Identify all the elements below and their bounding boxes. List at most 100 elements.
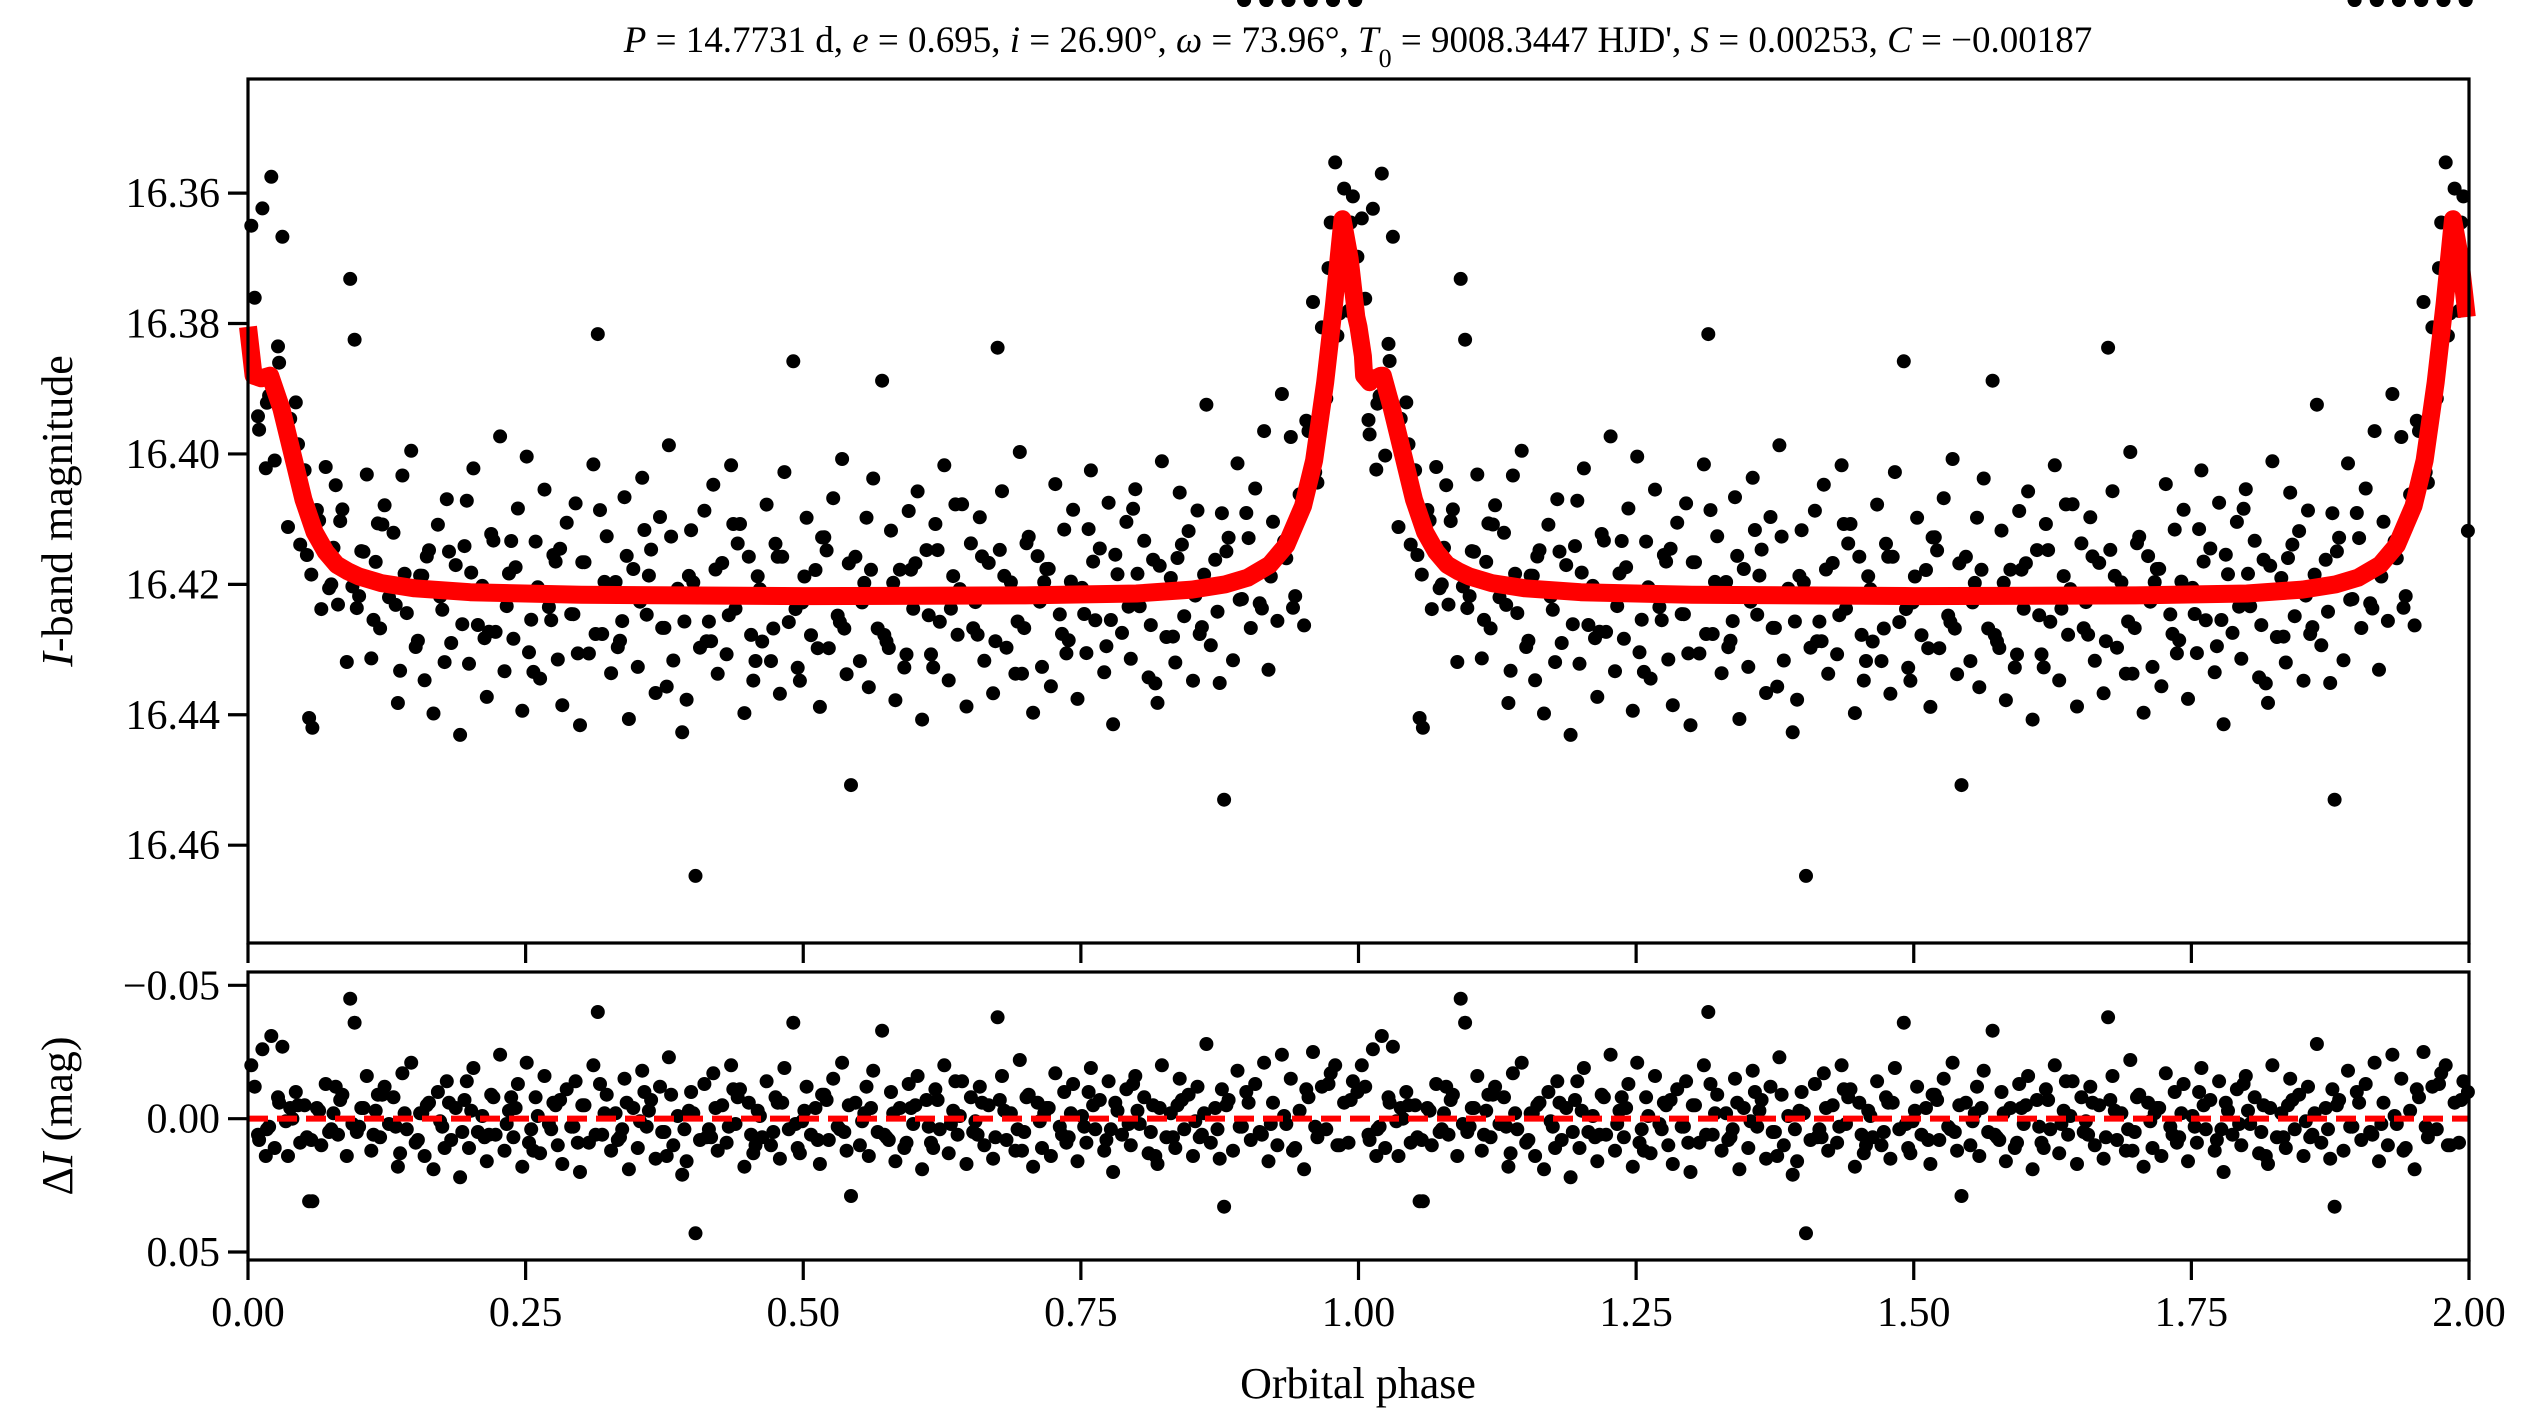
observed-point: [2376, 514, 2391, 529]
x-axis-label: Orbital phase: [1240, 1359, 1476, 1408]
observed-point: [1479, 554, 1494, 569]
observed-point: [281, 520, 295, 534]
residual-point: [1634, 1122, 1649, 1137]
residual-point: [1696, 1058, 1711, 1073]
observed-point: [1881, 549, 1896, 564]
observed-point: [2147, 575, 2162, 590]
residual-point: [1168, 1141, 1183, 1155]
observed-point: [318, 460, 333, 474]
observed-point: [395, 468, 410, 483]
observed-point: [2007, 660, 2022, 675]
residual-point: [1310, 1130, 1325, 1145]
residual-point: [724, 1058, 739, 1073]
observed-point: [2085, 549, 2100, 564]
observed-point: [314, 602, 329, 617]
residual-point: [1685, 1098, 1700, 1113]
observed-point: [1950, 667, 1965, 682]
residual-point: [2194, 1061, 2209, 1075]
observed-point: [1035, 659, 1049, 674]
residual-point: [2418, 1119, 2433, 1134]
residual-point: [2276, 1130, 2291, 1145]
residual-point: [486, 1090, 501, 1105]
residual-point: [1565, 1125, 1580, 1139]
observed-point: [970, 627, 985, 642]
observed-point: [2165, 626, 2180, 641]
observed-point: [888, 693, 903, 708]
observed-point: [1821, 666, 1836, 681]
observed-point: [750, 569, 765, 584]
residual-point: [1026, 1159, 1041, 1174]
residual-point: [1499, 1119, 1514, 1134]
residual-point: [2196, 1098, 2211, 1113]
residual-point: [659, 1149, 674, 1163]
observed-point: [641, 568, 656, 583]
observed-point: [1732, 712, 1747, 726]
observed-point: [1181, 524, 1196, 539]
observed-point: [2141, 549, 2156, 564]
observed-point: [644, 542, 659, 557]
residual-point: [1369, 1149, 1384, 1163]
observed-point: [1092, 541, 1107, 556]
observed-point: [2101, 340, 2116, 355]
residual-point: [2209, 1133, 2224, 1147]
observed-point: [1987, 628, 2002, 642]
residual-point: [1774, 1087, 1789, 1102]
residual-point: [839, 1143, 854, 1158]
residual-point: [2010, 1135, 2024, 1150]
residual-point: [2369, 0, 2384, 7]
observed-point: [1861, 569, 1876, 584]
observed-point: [1106, 717, 1121, 732]
observed-point: [1699, 627, 1714, 641]
observed-point: [347, 332, 362, 347]
observed-point: [1550, 492, 1565, 507]
observed-point: [1670, 515, 1685, 530]
observed-point: [1043, 679, 1058, 694]
residual-point: [1108, 1095, 1123, 1110]
observed-point: [1559, 558, 1574, 573]
residual-point: [2414, 0, 2429, 7]
residual-point: [2349, 1085, 2364, 1099]
observed-point: [573, 718, 587, 733]
residual-point: [568, 1074, 583, 1089]
observed-point: [1439, 478, 1454, 493]
observed-point: [741, 549, 756, 564]
residual-point: [2058, 1074, 2073, 1089]
residual-point: [1596, 1090, 1611, 1105]
observed-point: [697, 503, 712, 518]
observed-point: [1747, 523, 1762, 537]
observed-point: [1365, 201, 1380, 216]
observed-point: [252, 422, 267, 437]
residual-point: [1450, 1149, 1465, 1163]
residual-point: [508, 1101, 523, 1115]
residual-point: [247, 1079, 262, 1094]
observed-point: [2012, 504, 2027, 518]
observed-point: [1248, 481, 1263, 496]
residual-point: [2407, 1162, 2422, 1177]
residual-point: [1321, 1077, 1336, 1091]
observed-point: [788, 602, 803, 617]
observed-point: [1683, 718, 1698, 733]
observed-point: [906, 601, 921, 616]
residual-point: [439, 1074, 454, 1089]
observed-point: [1541, 517, 1556, 532]
residual-point: [1458, 1015, 1473, 1030]
residual-point: [999, 1133, 1014, 1147]
residual-point: [2440, 1138, 2455, 1153]
observed-point: [457, 539, 472, 554]
observed-point: [1632, 645, 1647, 660]
residual-point: [426, 1162, 441, 1177]
observed-point: [1799, 868, 1813, 883]
residual-point: [2236, 1077, 2251, 1091]
observed-point: [548, 554, 563, 569]
observed-point: [2236, 501, 2251, 516]
observed-point: [2203, 541, 2218, 556]
observed-point: [479, 689, 494, 704]
observed-point: [1415, 720, 1430, 735]
observed-point: [2152, 561, 2167, 576]
observed-point: [1328, 155, 1343, 170]
residual-point: [1681, 1135, 1696, 1150]
observed-point: [1936, 491, 1951, 506]
observed-point: [932, 614, 947, 629]
observed-point: [886, 575, 901, 590]
observed-point: [1721, 640, 1736, 655]
